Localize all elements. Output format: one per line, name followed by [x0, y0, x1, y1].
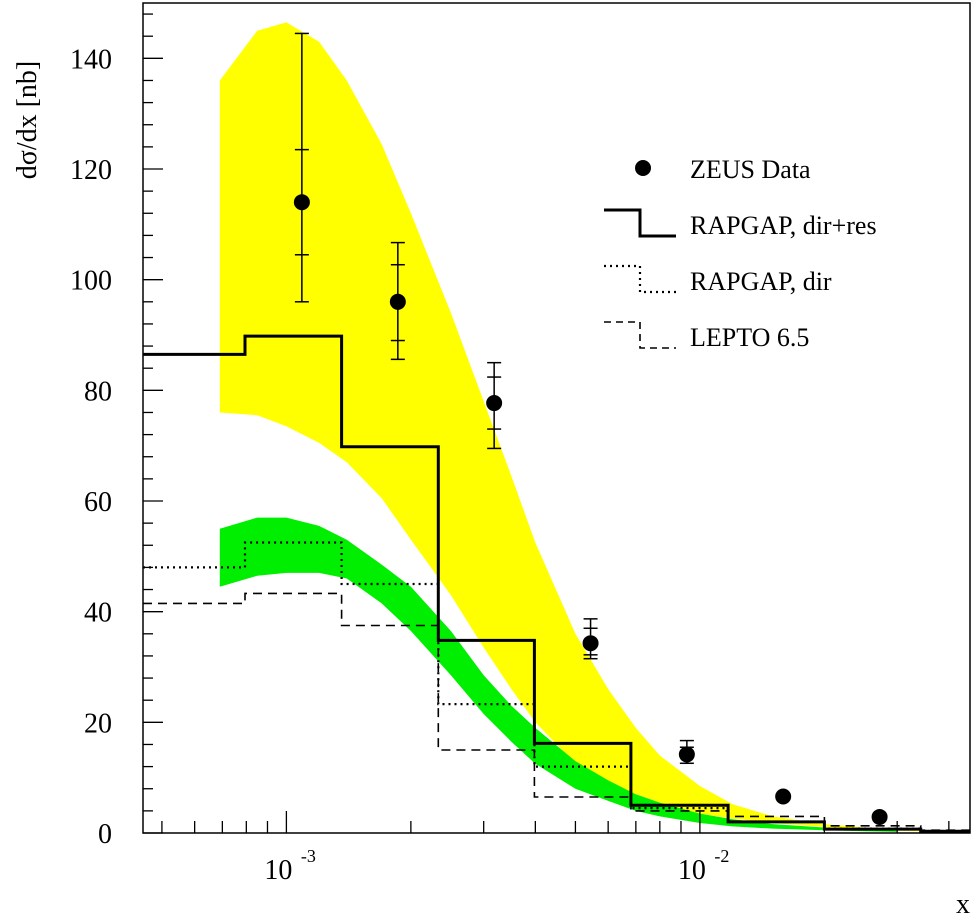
y-tick-label: 60: [84, 487, 112, 518]
legend-label: LEPTO 6.5: [690, 323, 809, 352]
y-tick-label: 40: [84, 598, 112, 629]
y-tick-label: 0: [98, 819, 112, 850]
x-tick-exponent: -3: [301, 846, 316, 866]
legend-label: RAPGAP, dir: [690, 267, 832, 296]
legend-entry: RAPGAP, dir+res: [604, 208, 877, 240]
data-marker: [582, 635, 599, 652]
legend-line: [604, 208, 676, 238]
histogram-dashed: [143, 592, 970, 831]
data-marker: [293, 194, 310, 211]
data-marker: [486, 395, 503, 412]
y-tick-label: 80: [84, 376, 112, 407]
y-tick-label: 20: [84, 708, 112, 739]
data-point: [678, 739, 695, 765]
legend-label: ZEUS Data: [690, 155, 811, 184]
legend: ZEUS Data RAPGAP, dir+res RAPGAP, dir LEPTO…: [604, 155, 877, 352]
plot-frame: [142, 2, 971, 834]
legend-line: [604, 264, 676, 294]
band-1: [219, 22, 949, 832]
legend-entry: RAPGAP, dir: [604, 264, 832, 296]
y-tick-label: 140: [70, 44, 112, 75]
data-point: [871, 808, 888, 825]
data-marker: [871, 808, 888, 825]
data-point: [293, 32, 310, 303]
x-tick-label: 10: [678, 855, 706, 886]
data-points: [293, 32, 888, 825]
data-point: [775, 788, 792, 805]
histogram-dotted: [143, 541, 970, 833]
legend-entry: LEPTO 6.5: [604, 321, 809, 352]
data-point: [389, 241, 406, 361]
data-marker: [678, 746, 695, 763]
data-marker: [775, 788, 792, 805]
prediction-bands: [219, 22, 949, 832]
legend-marker: [635, 160, 651, 176]
legend-entry: ZEUS Data: [635, 155, 811, 184]
band-2: [219, 517, 898, 832]
y-tick-label: 100: [70, 266, 112, 297]
axes: 0 20 40 60 80 100 120 140 10 -3 10 -2: [70, 13, 950, 886]
legend-label: RAPGAP, dir+res: [690, 211, 877, 240]
data-point: [486, 361, 503, 450]
x-tick-label: 10: [264, 855, 292, 886]
y-axis-label: dσ/dx [nb]: [12, 61, 43, 180]
data-marker: [389, 293, 406, 310]
histograms: [143, 334, 970, 833]
x-tick-exponent: -2: [714, 846, 729, 866]
x-axis-label: x: [956, 889, 970, 920]
data-point: [582, 618, 599, 660]
legend-line: [604, 321, 676, 349]
y-tick-label: 120: [70, 155, 112, 186]
